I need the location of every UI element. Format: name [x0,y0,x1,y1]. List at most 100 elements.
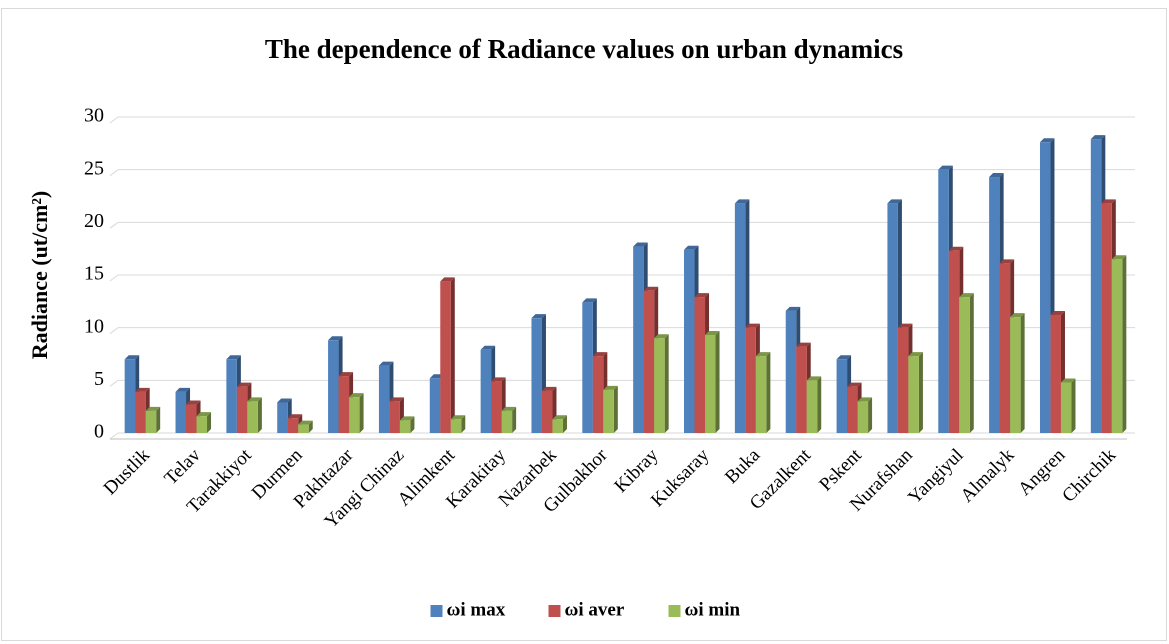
bar [399,420,411,433]
bar [999,263,1011,433]
bar-top [694,293,710,298]
bar-top [603,385,618,390]
bar [592,356,604,433]
bar [226,359,237,433]
chart-title: The dependence of Radiance values on urb… [265,34,903,64]
bar-top [531,314,546,319]
bar-side [766,352,771,433]
bar-top [1060,378,1076,383]
bar [196,416,208,433]
bar [948,250,960,433]
bar [755,356,767,433]
y-tick-label: 25 [84,157,104,179]
bar [1039,142,1051,433]
bar [959,297,970,433]
y-tick-label: 0 [94,421,104,443]
bar-top [836,355,852,360]
bar-top [755,352,771,357]
bar [836,359,848,433]
bar [236,386,248,433]
bar-top [959,293,974,298]
y-tick-label: 5 [94,368,104,390]
bar-top [196,412,212,417]
bar [480,349,492,433]
bar [1010,317,1021,433]
bar-top [226,355,241,360]
bar-top [247,397,262,402]
bar-top [236,382,252,387]
bar-top [734,199,750,204]
bar [847,386,858,433]
bar-top [745,323,760,328]
bar [694,297,706,433]
y-tick-label: 20 [84,210,104,232]
bar-side [359,393,364,433]
legend-label: ωi aver [565,599,625,620]
bar [684,249,695,433]
bar-top [135,387,150,392]
bar [145,410,157,433]
bar [124,359,136,433]
bar-top [378,361,394,366]
bar [1090,139,1102,433]
bar-top [897,323,913,328]
y-axis-label: Radiance (ut/cm²) [27,191,52,360]
bar-top [1010,313,1025,318]
bar [582,302,593,433]
bar-side [918,352,923,433]
bar-top [633,242,648,247]
legend-label: ωi max [447,599,506,620]
bar [450,419,462,433]
bar [328,340,339,433]
bar-side [512,406,517,433]
bar-side [257,397,262,433]
bar-top [908,352,923,357]
bar-side [207,412,212,433]
y-tick-label: 30 [84,105,104,127]
bar [785,310,797,433]
bar [1060,382,1072,433]
bar [338,376,350,433]
bar [908,356,919,433]
bar-top [705,331,720,336]
bar-top [654,334,669,339]
bar-top [440,277,455,282]
bar [745,327,756,433]
bar [552,419,563,433]
bar-side [1071,378,1076,433]
bar-top [287,414,303,419]
bar-top [145,406,161,411]
bar-top [643,286,659,291]
bar-top [796,342,811,347]
bar-side [562,415,567,433]
grid-line-depth [109,221,119,229]
grid-line-depth [109,274,119,282]
bar-top [389,397,404,402]
bar-top [592,352,608,357]
bar-top [1050,311,1065,316]
bar-side [969,293,974,433]
bar [989,177,1000,433]
bar [643,290,655,433]
grid-line-depth [109,432,119,440]
bar [389,401,400,433]
legend-swatch [430,605,443,617]
bar-top [175,387,191,392]
bar-side [868,397,873,433]
bar [603,389,614,433]
bar [501,410,513,433]
bar-top [806,376,822,381]
legend-swatch [668,605,681,617]
y-tick-label: 10 [84,315,104,337]
bar-top [857,397,873,402]
bar [887,203,898,433]
bar [633,246,644,433]
bar-side [308,420,313,433]
bar-top [1039,138,1055,143]
bar-top [277,398,292,403]
bar-side [715,331,720,433]
bar-side [1122,255,1127,433]
bar [1050,315,1061,433]
bar [186,404,197,433]
bar-top [1101,199,1116,204]
